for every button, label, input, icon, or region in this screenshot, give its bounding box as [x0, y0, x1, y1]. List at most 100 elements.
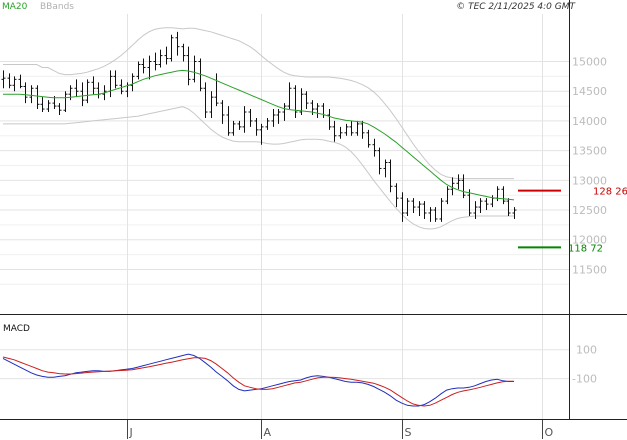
ohlc-bar — [400, 192, 405, 222]
bollinger-lower-line — [3, 106, 514, 230]
price-tick-label: 12500 — [572, 204, 607, 217]
ohlc-bar — [405, 198, 410, 216]
ohlc-bar — [231, 120, 236, 136]
ohlc-bar — [158, 49, 163, 68]
ohlc-bar — [40, 97, 45, 113]
ohlc-bar — [119, 79, 124, 95]
ohlc-bar — [164, 46, 169, 65]
time-tick-label: S — [405, 426, 412, 439]
ohlc-bar — [113, 70, 118, 89]
ohlc-bar — [63, 91, 68, 113]
ohlc-bar — [473, 201, 478, 219]
ohlc-bar — [203, 82, 208, 118]
price-tick-label: 12000 — [572, 234, 607, 247]
ohlc-bar — [327, 109, 332, 130]
ohlc-bar — [512, 207, 517, 219]
ohlc-bar — [181, 43, 186, 62]
ohlc-bar — [450, 177, 455, 196]
time-tick-label: O — [545, 426, 554, 439]
ohlc-bar — [12, 76, 17, 92]
ohlc-bar — [209, 91, 214, 118]
ohlc-bar — [1, 70, 6, 89]
ma20-line — [3, 69, 515, 201]
ohlc-bar — [175, 31, 180, 56]
ohlc-bar — [495, 186, 500, 202]
ohlc-bar — [388, 159, 393, 193]
price-panel: 128 26 118 72 — [1, 27, 627, 254]
ohlc-bar — [433, 207, 438, 222]
macd-line — [2, 353, 514, 407]
ohlc-bar — [57, 103, 62, 115]
price-tick-label: 13500 — [572, 145, 607, 158]
ohlc-bar — [141, 58, 146, 74]
ohlc-bar — [315, 103, 320, 118]
ohlc-bar — [237, 120, 242, 130]
ohlc-bar — [506, 198, 511, 216]
ohlc-bar — [214, 73, 219, 107]
macd-tick-label: 100 — [576, 344, 597, 357]
ohlc-bar — [85, 79, 90, 104]
ohlc-bar — [304, 91, 309, 110]
time-tick-label: J — [129, 426, 133, 439]
ohlc-bar — [366, 129, 371, 148]
price-tick-label: 13000 — [572, 174, 607, 187]
bollinger-upper-line — [3, 27, 514, 180]
macd-tick-label: -100 — [572, 373, 597, 386]
ohlc-bar — [467, 189, 472, 216]
macd-signal-line — [2, 356, 514, 407]
ohlc-bar — [383, 159, 388, 178]
ohlc-bar — [484, 198, 489, 211]
grid: 15000 14500 14000 13500 13000 12500 12000 11500… — [0, 14, 607, 439]
support-level-label: 118 72 — [568, 243, 603, 254]
ohlc-bar — [147, 55, 152, 80]
ma-legend-label: MA20 — [2, 2, 28, 12]
resistance-level-label: 128 26 — [593, 187, 627, 198]
time-tick-label: A — [264, 426, 272, 439]
ohlc-bar — [271, 109, 276, 127]
ohlc-bar — [74, 79, 79, 98]
ohlc-bar — [501, 186, 506, 205]
ohlc-bar — [422, 201, 427, 219]
ohlc-bar — [265, 117, 270, 130]
price-tick-label: 15000 — [572, 56, 607, 69]
ohlc-bar — [428, 207, 433, 222]
ohlc-bar — [293, 85, 298, 118]
ohlc-bar — [80, 82, 85, 107]
price-tick-label: 14000 — [572, 115, 607, 128]
ohlc-bar — [186, 46, 191, 86]
ohlc-bar — [344, 123, 349, 136]
ohlc-bar — [220, 100, 225, 124]
ohlc-bar — [439, 198, 444, 222]
frame — [0, 0, 627, 420]
ohlc-bar — [282, 103, 287, 121]
price-tick-label: 11500 — [572, 263, 607, 276]
ohlc-bar — [153, 52, 158, 71]
ohlc-bar — [68, 85, 73, 101]
ohlc-bar — [287, 82, 292, 110]
ohlc-bar — [198, 58, 203, 92]
ohlc-bar — [248, 109, 253, 127]
ohlc-bar — [130, 73, 135, 92]
ohlc-bar — [338, 126, 343, 139]
ohlc-bar — [108, 70, 113, 98]
ohlc-bar — [136, 61, 141, 80]
ohlc-bar — [192, 55, 197, 83]
ohlc-bar — [96, 82, 101, 99]
macd-title: MACD — [3, 324, 30, 334]
ohlc-bar — [35, 85, 40, 110]
ohlc-bar — [411, 198, 416, 214]
ohlc-bar — [7, 73, 12, 89]
ohlc-bar — [377, 147, 382, 175]
ohlc-bar — [445, 186, 450, 205]
ohlc-bar — [461, 174, 466, 199]
ohlc-bar — [226, 106, 231, 136]
source-label: © TEC 2/11/2025 4:0 GMT — [456, 2, 576, 12]
ohlc-bar — [332, 120, 337, 142]
ohlc-bar — [125, 82, 130, 98]
ohlc-bar — [321, 103, 326, 118]
ohlc-bar — [254, 117, 259, 136]
ohlc-bar — [417, 201, 422, 216]
ohlc-bar — [242, 106, 247, 133]
